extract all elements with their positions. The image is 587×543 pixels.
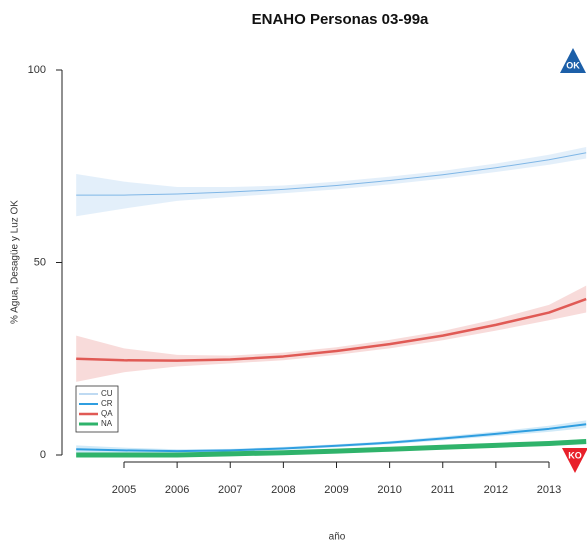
ok-badge-text: OK bbox=[566, 60, 580, 70]
x-tick-label: 2008 bbox=[271, 484, 295, 496]
y-tick-label: 50 bbox=[34, 256, 46, 268]
x-tick-label: 2009 bbox=[324, 484, 348, 496]
y-axis-label: % Agua, Desagüe y Luz OK bbox=[10, 200, 21, 324]
x-tick-label: 2011 bbox=[431, 484, 455, 496]
legend-label: CU bbox=[101, 389, 113, 398]
x-tick-label: 2006 bbox=[165, 484, 189, 496]
series-line bbox=[76, 423, 587, 453]
x-tick-label: 2012 bbox=[484, 484, 508, 496]
x-axis-label: año bbox=[329, 532, 346, 543]
legend-label: CR bbox=[101, 399, 113, 408]
x-tick-label: 2013 bbox=[537, 484, 561, 496]
ko-badge bbox=[562, 448, 587, 473]
legend-label: QA bbox=[101, 409, 113, 418]
series-line bbox=[76, 439, 587, 458]
legend-label: NA bbox=[101, 419, 113, 428]
x-tick-label: 2010 bbox=[377, 484, 401, 496]
confidence-band bbox=[76, 147, 587, 217]
y-tick-label: 0 bbox=[40, 449, 46, 461]
confidence-band bbox=[76, 285, 587, 382]
series-line bbox=[76, 297, 587, 362]
ko-badge-text: KO bbox=[568, 450, 582, 460]
series-line bbox=[76, 152, 587, 196]
x-tick-label: 2007 bbox=[218, 484, 242, 496]
x-tick-label: 2005 bbox=[112, 484, 136, 496]
y-tick-label: 100 bbox=[28, 64, 46, 76]
chart-title: ENAHO Personas 03-99a bbox=[252, 11, 429, 28]
ok-badge bbox=[560, 48, 586, 73]
confidence-band bbox=[76, 420, 587, 454]
